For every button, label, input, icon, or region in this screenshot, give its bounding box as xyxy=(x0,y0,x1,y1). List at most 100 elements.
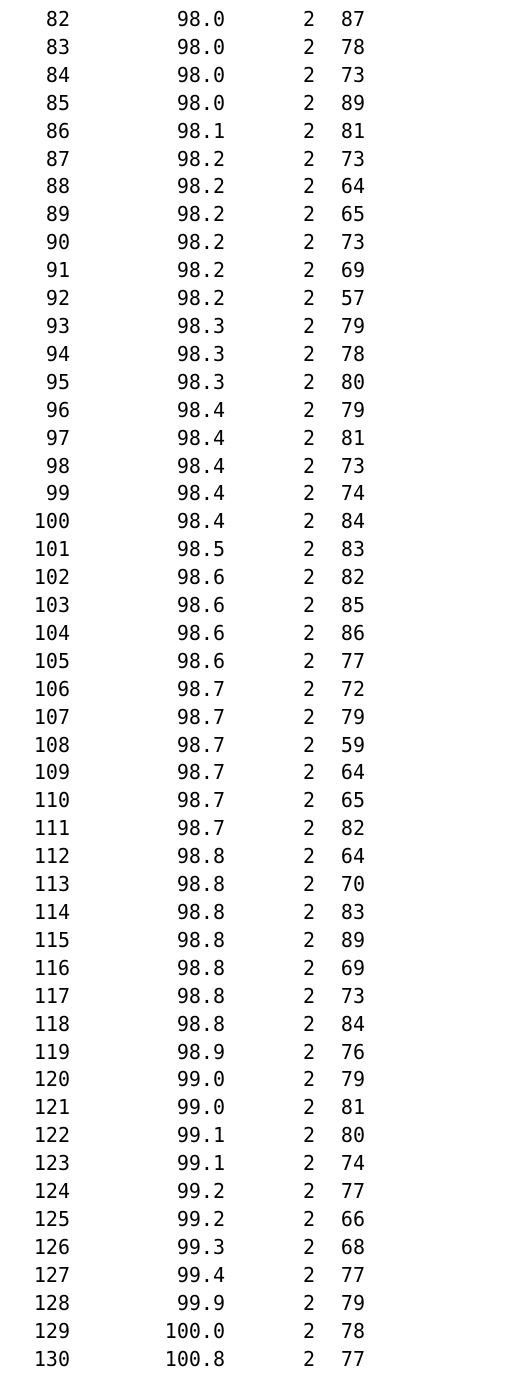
cell-index: 92 xyxy=(0,285,70,313)
cell-value2: 2 xyxy=(225,1318,315,1346)
cell-index: 112 xyxy=(0,843,70,871)
cell-index: 84 xyxy=(0,62,70,90)
cell-value3: 83 xyxy=(315,536,365,564)
cell-value2: 2 xyxy=(225,1066,315,1094)
cell-value2: 2 xyxy=(225,648,315,676)
table-row: 11698.8269 xyxy=(0,955,526,983)
table-row: 10998.7264 xyxy=(0,759,526,787)
table-row: 9698.4279 xyxy=(0,397,526,425)
cell-value2: 2 xyxy=(225,62,315,90)
cell-value3: 81 xyxy=(315,425,365,453)
cell-value1: 98.1 xyxy=(70,118,225,146)
cell-value2: 2 xyxy=(225,6,315,34)
table-row: 8498.0273 xyxy=(0,62,526,90)
cell-value2: 2 xyxy=(225,620,315,648)
cell-index: 94 xyxy=(0,341,70,369)
cell-value2: 2 xyxy=(225,480,315,508)
cell-index: 108 xyxy=(0,732,70,760)
cell-value2: 2 xyxy=(225,1346,315,1374)
table-row: 12699.3268 xyxy=(0,1234,526,1262)
cell-value2: 2 xyxy=(225,955,315,983)
cell-value3: 76 xyxy=(315,1039,365,1067)
cell-index: 116 xyxy=(0,955,70,983)
cell-value2: 2 xyxy=(225,787,315,815)
cell-value3: 83 xyxy=(315,899,365,927)
cell-value1: 98.5 xyxy=(70,536,225,564)
cell-value2: 2 xyxy=(225,1011,315,1039)
cell-value1: 98.7 xyxy=(70,759,225,787)
cell-value3: 57 xyxy=(315,285,365,313)
cell-index: 87 xyxy=(0,146,70,174)
cell-value2: 2 xyxy=(225,341,315,369)
cell-value2: 2 xyxy=(225,508,315,536)
cell-value3: 73 xyxy=(315,983,365,1011)
table-row: 9298.2257 xyxy=(0,285,526,313)
cell-value2: 2 xyxy=(225,1122,315,1150)
cell-value1: 100.8 xyxy=(70,1346,225,1374)
cell-index: 118 xyxy=(0,1011,70,1039)
table-row: 8398.0278 xyxy=(0,34,526,62)
cell-value2: 2 xyxy=(225,759,315,787)
cell-index: 99 xyxy=(0,480,70,508)
cell-value1: 98.7 xyxy=(70,732,225,760)
cell-value2: 2 xyxy=(225,1206,315,1234)
table-row: 12299.1280 xyxy=(0,1122,526,1150)
table-row: 130100.8277 xyxy=(0,1346,526,1374)
cell-value3: 68 xyxy=(315,1234,365,1262)
cell-value1: 98.7 xyxy=(70,704,225,732)
table-row: 9898.4273 xyxy=(0,453,526,481)
table-row: 9398.3279 xyxy=(0,313,526,341)
cell-value2: 2 xyxy=(225,1039,315,1067)
cell-value1: 98.3 xyxy=(70,313,225,341)
table-row: 11798.8273 xyxy=(0,983,526,1011)
cell-value1: 99.2 xyxy=(70,1178,225,1206)
cell-index: 122 xyxy=(0,1122,70,1150)
cell-value1: 98.3 xyxy=(70,341,225,369)
cell-value3: 64 xyxy=(315,843,365,871)
cell-index: 93 xyxy=(0,313,70,341)
cell-value2: 2 xyxy=(225,1178,315,1206)
data-table: 8298.02878398.02788498.02738598.02898698… xyxy=(0,0,526,1383)
cell-value1: 98.9 xyxy=(70,1039,225,1067)
cell-value2: 2 xyxy=(225,146,315,174)
table-row: 11298.8264 xyxy=(0,843,526,871)
cell-value2: 2 xyxy=(225,118,315,146)
cell-value1: 98.2 xyxy=(70,285,225,313)
cell-index: 95 xyxy=(0,369,70,397)
cell-value2: 2 xyxy=(225,1262,315,1290)
cell-value3: 89 xyxy=(315,90,365,118)
cell-value3: 73 xyxy=(315,453,365,481)
cell-value3: 69 xyxy=(315,955,365,983)
cell-index: 115 xyxy=(0,927,70,955)
cell-value3: 79 xyxy=(315,704,365,732)
cell-index: 109 xyxy=(0,759,70,787)
cell-value3: 80 xyxy=(315,1122,365,1150)
table-row: 11398.8270 xyxy=(0,871,526,899)
cell-value1: 98.0 xyxy=(70,34,225,62)
cell-index: 100 xyxy=(0,508,70,536)
cell-value1: 98.7 xyxy=(70,787,225,815)
cell-value1: 98.8 xyxy=(70,955,225,983)
table-row: 12799.4277 xyxy=(0,1262,526,1290)
cell-value2: 2 xyxy=(225,676,315,704)
cell-value2: 2 xyxy=(225,843,315,871)
cell-value3: 81 xyxy=(315,1094,365,1122)
table-row: 10298.6282 xyxy=(0,564,526,592)
cell-value2: 2 xyxy=(225,1094,315,1122)
cell-index: 128 xyxy=(0,1290,70,1318)
cell-value3: 74 xyxy=(315,1150,365,1178)
cell-index: 120 xyxy=(0,1066,70,1094)
cell-index: 106 xyxy=(0,676,70,704)
cell-value1: 98.2 xyxy=(70,201,225,229)
table-row: 10198.5283 xyxy=(0,536,526,564)
table-row: 11498.8283 xyxy=(0,899,526,927)
cell-index: 111 xyxy=(0,815,70,843)
cell-index: 114 xyxy=(0,899,70,927)
cell-index: 125 xyxy=(0,1206,70,1234)
cell-index: 90 xyxy=(0,229,70,257)
cell-value1: 99.1 xyxy=(70,1150,225,1178)
cell-value3: 89 xyxy=(315,927,365,955)
table-row: 11098.7265 xyxy=(0,787,526,815)
table-row: 8998.2265 xyxy=(0,201,526,229)
cell-value3: 81 xyxy=(315,118,365,146)
